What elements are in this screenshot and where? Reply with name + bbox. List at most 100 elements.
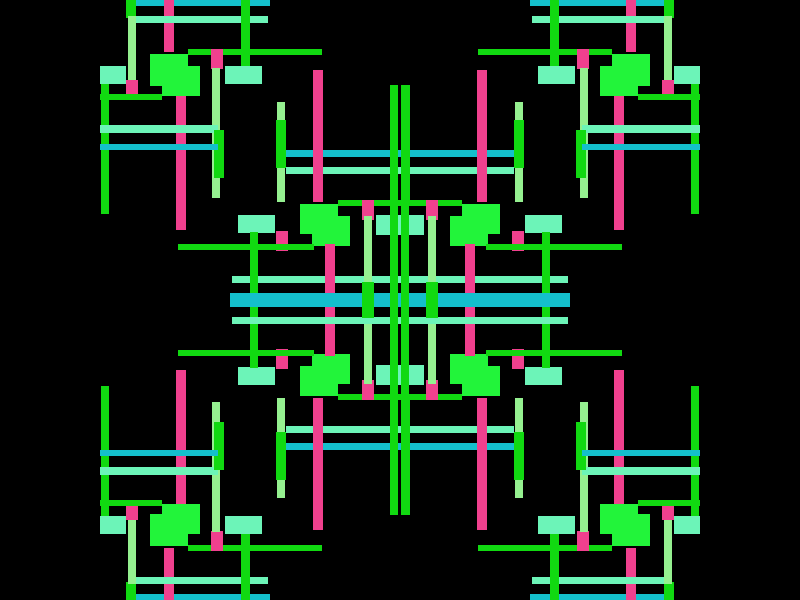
green-horizontal-bar — [478, 545, 612, 551]
mint-horizontal-bar — [232, 317, 400, 324]
quadrant-bottom-left — [100, 242, 400, 600]
cyan-horizontal-bar — [530, 0, 664, 6]
mint-block — [525, 367, 562, 385]
cyan-horizontal-bar — [100, 450, 218, 456]
pink-vertical-bar — [626, 548, 636, 600]
pattern-center — [390, 85, 409, 515]
mint-horizontal-bar — [400, 167, 514, 174]
mint-block — [674, 66, 700, 84]
green-vertical-bar — [664, 0, 674, 18]
pink-vertical-bar — [164, 0, 174, 52]
mint-horizontal-bar — [532, 577, 664, 584]
pink-vertical-bar — [477, 70, 487, 202]
green-vertical-bar — [514, 432, 524, 480]
mint-horizontal-bar — [136, 16, 268, 23]
green-vertical-bar — [550, 0, 559, 68]
green-horizontal-bar — [486, 350, 622, 356]
mint-horizontal-bar — [532, 16, 664, 23]
light-green-vertical-bar — [128, 518, 136, 584]
bright-green-block — [450, 354, 488, 384]
mint-horizontal-bar — [400, 276, 568, 283]
bright-green-block — [312, 354, 350, 384]
mint-block — [538, 66, 575, 84]
mint-horizontal-bar — [100, 125, 218, 133]
pink-block — [362, 380, 374, 400]
light-green-vertical-bar — [664, 518, 672, 584]
pink-vertical-bar — [614, 370, 624, 504]
pink-vertical-bar — [176, 370, 186, 504]
bright-green-block — [162, 504, 200, 534]
pink-block — [577, 49, 589, 69]
cyan-horizontal-bar — [286, 150, 400, 157]
mint-block — [225, 66, 262, 84]
pink-block — [211, 531, 223, 551]
mint-block — [525, 215, 562, 233]
mint-horizontal-bar — [286, 426, 400, 433]
mint-horizontal-bar — [582, 467, 700, 475]
green-vertical-bar — [241, 532, 250, 600]
green-vertical-bar — [550, 532, 559, 600]
pink-block — [362, 200, 374, 220]
cyan-horizontal-bar — [582, 450, 700, 456]
mint-horizontal-bar — [136, 577, 268, 584]
green-vertical-bar — [514, 120, 524, 168]
green-horizontal-bar — [178, 244, 314, 250]
cyan-horizontal-bar — [400, 293, 570, 307]
bright-green-block — [312, 216, 350, 246]
mint-block — [225, 516, 262, 534]
green-vertical-bar — [276, 432, 286, 480]
cyan-horizontal-bar — [400, 150, 514, 157]
pink-vertical-bar — [626, 0, 636, 52]
pink-block — [211, 49, 223, 69]
green-vertical-bar — [576, 130, 586, 178]
green-vertical-bar — [214, 422, 224, 470]
cyan-horizontal-bar — [530, 594, 664, 600]
green-vertical-bar — [401, 85, 409, 515]
green-vertical-bar — [664, 582, 674, 600]
pink-block — [426, 380, 438, 400]
mint-block — [538, 516, 575, 534]
mint-block — [238, 215, 275, 233]
mint-horizontal-bar — [400, 426, 514, 433]
light-green-vertical-bar — [128, 16, 136, 82]
mint-horizontal-bar — [582, 125, 700, 133]
green-horizontal-bar — [478, 49, 612, 55]
pattern-quadrants — [100, 0, 700, 600]
cyan-horizontal-bar — [582, 144, 700, 150]
green-vertical-bar — [241, 0, 250, 68]
green-horizontal-bar — [638, 500, 700, 506]
green-vertical-bar — [276, 120, 286, 168]
mint-horizontal-bar — [400, 317, 568, 324]
mint-horizontal-bar — [286, 167, 400, 174]
mint-horizontal-bar — [100, 467, 218, 475]
pink-vertical-bar — [164, 548, 174, 600]
cyan-horizontal-bar — [100, 144, 218, 150]
green-vertical-bar — [362, 282, 374, 318]
green-vertical-bar — [214, 130, 224, 178]
pink-vertical-bar — [614, 96, 624, 230]
light-green-vertical-bar — [664, 16, 672, 82]
pink-vertical-bar — [313, 70, 323, 202]
cyan-horizontal-bar — [136, 0, 270, 6]
pink-block — [426, 200, 438, 220]
bright-green-block — [162, 66, 200, 96]
green-horizontal-bar — [100, 94, 162, 100]
green-horizontal-bar — [188, 545, 322, 551]
cyan-horizontal-bar — [230, 293, 400, 307]
pink-vertical-bar — [313, 398, 323, 530]
green-horizontal-bar — [486, 244, 622, 250]
bright-green-block — [600, 66, 638, 96]
green-horizontal-bar — [100, 500, 162, 506]
mint-block — [674, 516, 700, 534]
green-horizontal-bar — [178, 350, 314, 356]
green-vertical-bar — [426, 282, 438, 318]
mint-block — [238, 367, 275, 385]
pink-vertical-bar — [477, 398, 487, 530]
green-horizontal-bar — [638, 94, 700, 100]
bright-green-block — [600, 504, 638, 534]
mint-horizontal-bar — [232, 276, 400, 283]
green-vertical-bar — [390, 85, 398, 515]
mint-block — [100, 66, 126, 84]
cyan-horizontal-bar — [286, 443, 400, 450]
